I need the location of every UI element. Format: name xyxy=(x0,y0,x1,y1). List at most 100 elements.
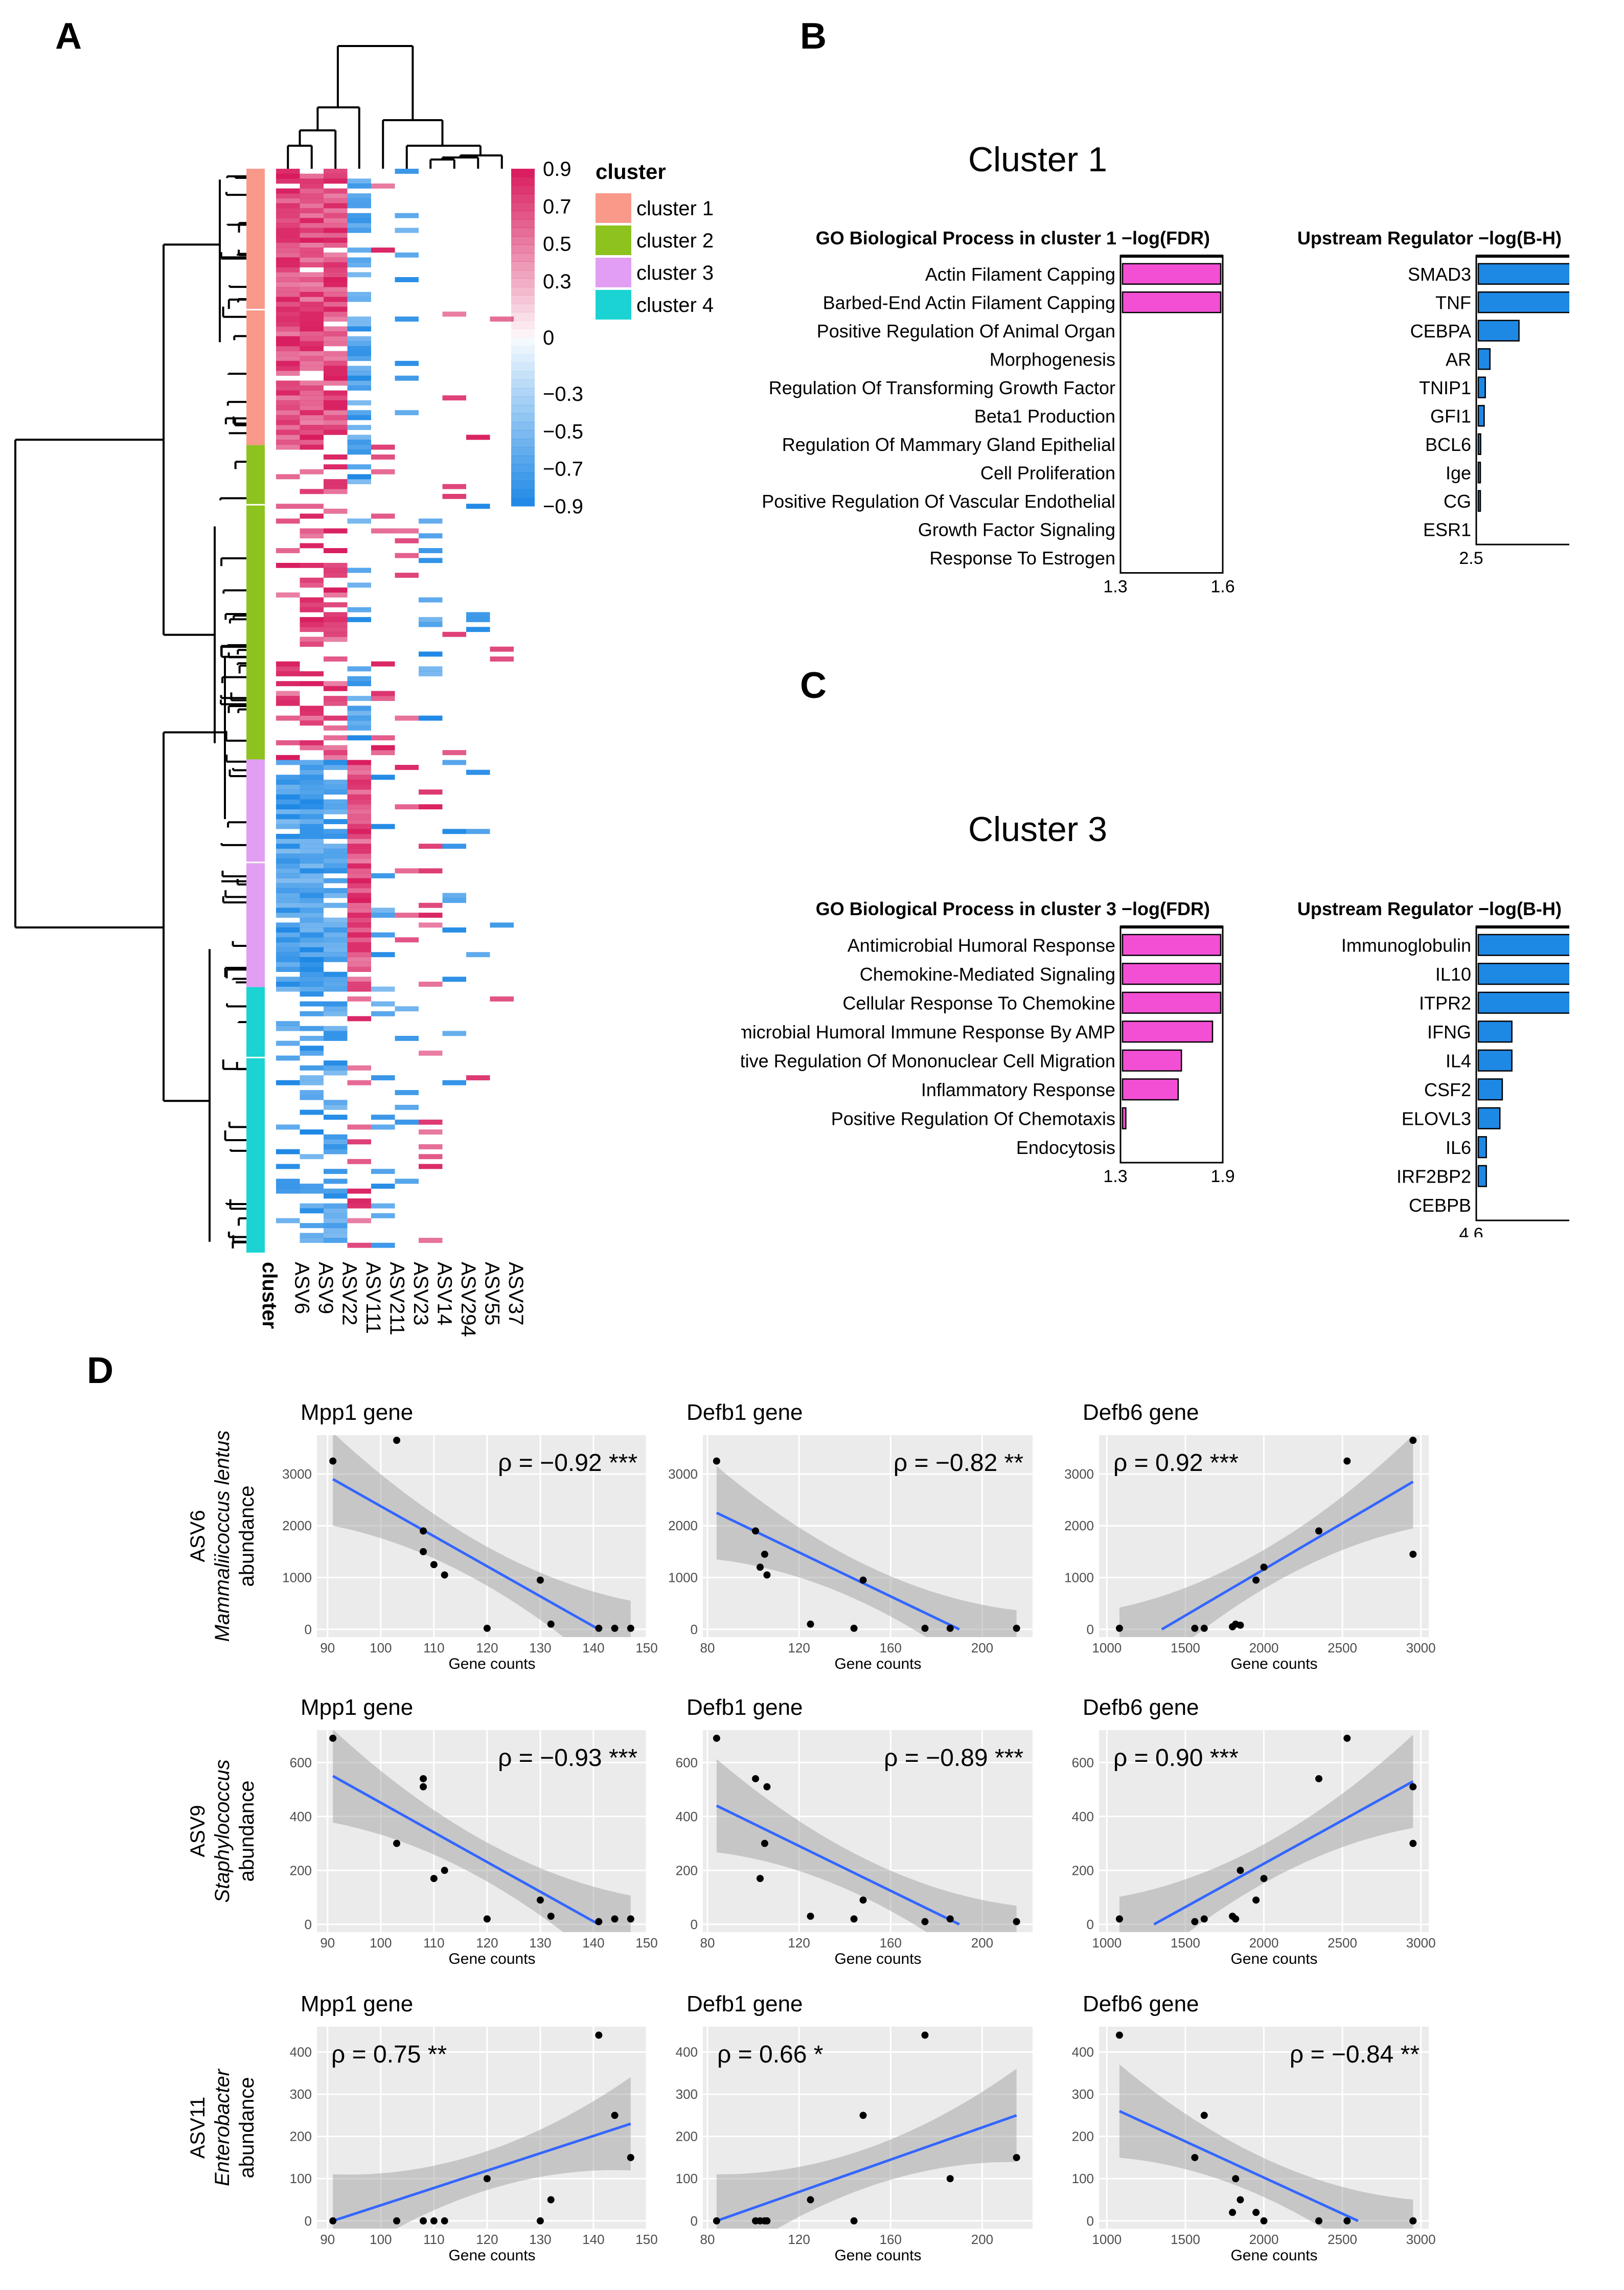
confidence-band xyxy=(1119,2065,1413,2229)
heatmap-cell xyxy=(276,902,300,908)
heatmap-cell xyxy=(371,735,395,741)
chart-metric: −log(B-H) xyxy=(1478,898,1562,919)
heatmap-cell xyxy=(276,942,300,947)
x-axis-label: Gene counts xyxy=(448,2247,535,2264)
heatmap-cell xyxy=(347,440,371,445)
heatmap-cell xyxy=(442,829,466,834)
heatmap-cell xyxy=(300,819,324,824)
rho-annotation: ρ = −0.84 ** xyxy=(1290,2041,1420,2068)
heatmap-column-label: ASV211 xyxy=(385,1262,408,1335)
heatmap-cell xyxy=(395,1090,419,1095)
x-tick-label: 3000 xyxy=(1406,1935,1436,1951)
colorbar-step xyxy=(511,169,535,177)
heatmap-cell xyxy=(324,306,348,312)
heatmap-cell xyxy=(371,1203,395,1209)
panel-label-b: B xyxy=(800,16,827,57)
heatmap-cell xyxy=(442,927,466,933)
heatmap-cell xyxy=(347,272,371,278)
y-tick-label: 400 xyxy=(1072,1809,1094,1824)
heatmap-cell xyxy=(347,922,371,928)
data-point xyxy=(1229,2209,1237,2216)
heatmap-cell xyxy=(371,750,395,756)
heatmap-cell xyxy=(300,804,324,810)
bar-label: ESR1 xyxy=(1423,519,1471,540)
heatmap-cell xyxy=(347,789,371,795)
heatmap-cell xyxy=(324,528,348,534)
heatmap-cell xyxy=(276,198,300,203)
rho-annotation: ρ = 0.92 *** xyxy=(1113,1449,1239,1477)
heatmap-cell xyxy=(324,548,348,553)
heatmap-cell xyxy=(276,208,300,214)
heatmap-cell xyxy=(324,395,348,401)
bar-label: Immunoglobulin xyxy=(1341,935,1471,956)
axis-tick: 1.3 xyxy=(1103,577,1127,597)
heatmap-cell xyxy=(347,449,371,455)
heatmap-cell xyxy=(300,247,324,253)
heatmap-cell xyxy=(347,366,371,371)
bar-label: Barbed-End Actin Filament Capping xyxy=(823,292,1115,313)
heatmap-cell xyxy=(300,262,324,268)
heatmap-cell xyxy=(276,982,300,987)
x-tick-label: 1000 xyxy=(1092,2232,1122,2247)
heatmap-cell xyxy=(395,213,419,218)
heatmap-cell xyxy=(276,671,300,676)
bar xyxy=(1122,1078,1179,1101)
bar-label: Cell Proliferation xyxy=(980,462,1115,483)
heatmap-cell xyxy=(371,444,395,450)
x-tick-label: 140 xyxy=(582,1935,604,1951)
data-point xyxy=(627,2153,634,2161)
row-taxon-label: Mammaliicoccus lentus xyxy=(211,1431,234,1642)
heatmap-cell xyxy=(300,848,324,854)
data-point xyxy=(430,2217,438,2225)
data-point xyxy=(921,1624,929,1632)
heatmap-cell xyxy=(300,386,324,391)
heatmap-cell xyxy=(324,957,348,962)
regression-line xyxy=(332,1478,600,1630)
heatmap-cell xyxy=(347,908,371,913)
bar xyxy=(1477,433,1481,455)
y-tick-label: 200 xyxy=(676,2129,698,2144)
legend-swatch xyxy=(596,225,631,255)
heatmap-cell xyxy=(300,1154,324,1160)
heatmap-cell xyxy=(300,942,324,947)
heatmap-cell xyxy=(300,577,324,583)
heatmap-cell xyxy=(347,291,371,297)
data-point xyxy=(420,1783,427,1790)
heatmap-cell xyxy=(395,538,419,543)
heatmap-cell xyxy=(347,1065,371,1071)
heatmap-cell xyxy=(466,1075,490,1081)
heatmap-cell xyxy=(347,838,371,844)
x-axis-label: Gene counts xyxy=(834,2247,921,2264)
heatmap-cell xyxy=(300,400,324,405)
heatmap-cell xyxy=(276,193,300,199)
heatmap-cell xyxy=(324,1031,348,1036)
heatmap-cell xyxy=(347,1242,371,1248)
y-tick-label: 200 xyxy=(1072,1863,1094,1878)
heatmap-cell xyxy=(324,218,348,223)
colorbar-tick-label: −0.7 xyxy=(543,458,583,481)
heatmap-cell xyxy=(276,504,300,509)
y-tick-label: 100 xyxy=(676,2171,698,2186)
heatmap-cell xyxy=(324,282,348,287)
x-tick-label: 2000 xyxy=(1249,1935,1279,1951)
heatmap-cell xyxy=(300,622,324,627)
data-point xyxy=(430,1875,438,1883)
y-tick-label: 400 xyxy=(290,2045,312,2060)
heatmap-cell xyxy=(324,568,348,573)
heatmap-cell xyxy=(276,908,300,913)
data-point xyxy=(536,1576,544,1584)
heatmap-cell xyxy=(347,262,371,268)
panel-gene-title: Mpp1 gene xyxy=(301,1400,413,1425)
bar-label: BCL6 xyxy=(1425,434,1471,455)
heatmap-cell xyxy=(300,878,324,883)
heatmap-cell xyxy=(276,804,300,810)
x-tick-label: 200 xyxy=(971,1640,993,1656)
heatmap-cell xyxy=(324,937,348,943)
y-tick-label: 600 xyxy=(290,1755,312,1770)
chart-frame xyxy=(1119,925,1224,1164)
heatmap-cell xyxy=(324,1203,348,1209)
heatmap-cell xyxy=(371,824,395,829)
bar-label: Cellular Response To Chemokine xyxy=(842,992,1115,1013)
heatmap-cell xyxy=(300,272,324,278)
heatmap-column-label: ASV111 xyxy=(362,1262,384,1334)
